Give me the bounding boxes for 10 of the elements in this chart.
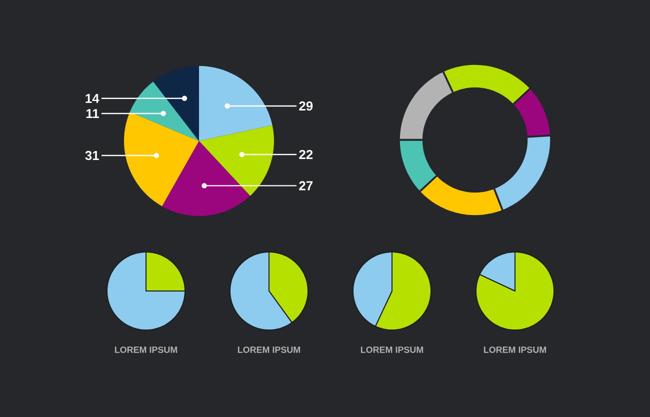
data-label: 27 (299, 181, 313, 190)
text: LOREM IPSUM (360, 346, 424, 353)
data-label: 11 (86, 109, 99, 118)
text: LOREM IPSUM (114, 346, 178, 353)
data-label: 22 (299, 150, 313, 160)
data-label: 29 (299, 101, 313, 111)
text: LOREM IPSUM (484, 346, 546, 353)
data-label: 31 (85, 150, 99, 160)
data-label: 14 (86, 94, 100, 103)
text: LOREM IPSUM (238, 346, 300, 353)
